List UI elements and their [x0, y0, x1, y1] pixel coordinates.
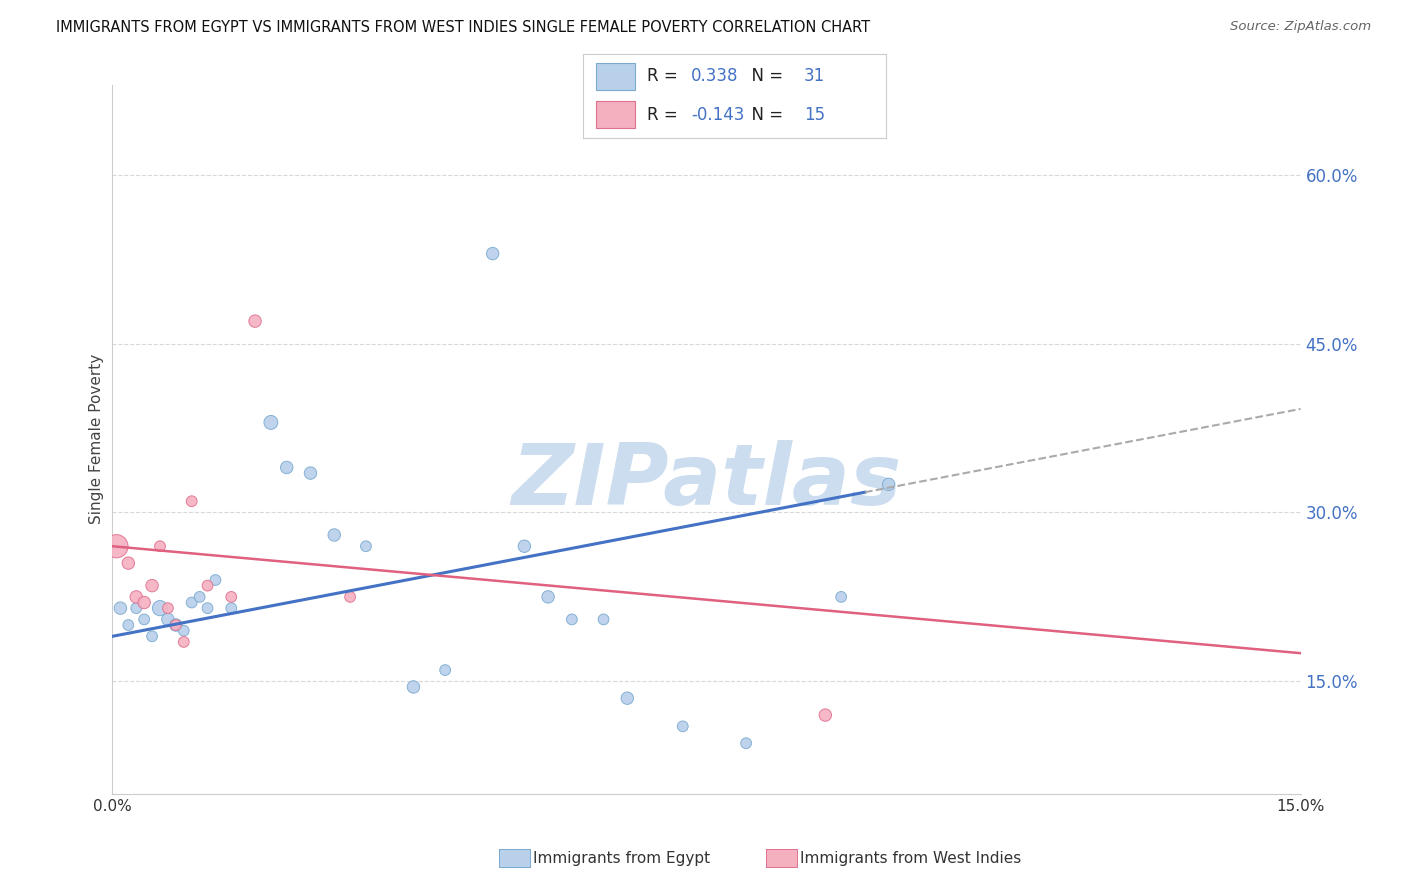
Point	[197, 579, 219, 593]
Text: Source: ZipAtlas.com: Source: ZipAtlas.com	[1230, 20, 1371, 33]
Point	[149, 601, 172, 615]
Point	[156, 601, 179, 615]
Point	[243, 314, 266, 328]
Point	[165, 618, 187, 632]
Text: IMMIGRANTS FROM EGYPT VS IMMIGRANTS FROM WEST INDIES SINGLE FEMALE POVERTY CORRE: IMMIGRANTS FROM EGYPT VS IMMIGRANTS FROM…	[56, 20, 870, 35]
Point	[339, 590, 361, 604]
Point	[219, 590, 242, 604]
Point	[125, 590, 148, 604]
Point	[323, 528, 346, 542]
Point	[561, 612, 583, 626]
Text: -0.143: -0.143	[690, 105, 744, 123]
Point	[117, 618, 139, 632]
Text: 15: 15	[804, 105, 825, 123]
Point	[513, 539, 536, 553]
Text: ZIPatlas: ZIPatlas	[512, 441, 901, 524]
Point	[672, 719, 695, 733]
Text: R =: R =	[647, 68, 683, 86]
Point	[814, 708, 837, 723]
Point	[173, 624, 195, 638]
Point	[165, 618, 187, 632]
Point	[219, 601, 242, 615]
Point	[735, 736, 758, 750]
Point	[537, 590, 560, 604]
Point	[276, 460, 298, 475]
FancyBboxPatch shape	[596, 62, 636, 90]
Text: Immigrants from Egypt: Immigrants from Egypt	[533, 851, 710, 865]
Point	[877, 477, 900, 491]
Point	[180, 595, 202, 609]
Point	[830, 590, 852, 604]
Point	[481, 246, 503, 260]
Text: Immigrants from West Indies: Immigrants from West Indies	[800, 851, 1021, 865]
Point	[354, 539, 377, 553]
Point	[141, 579, 163, 593]
Text: N =: N =	[741, 68, 787, 86]
Point	[402, 680, 425, 694]
Point	[117, 556, 139, 570]
Point	[149, 539, 172, 553]
Point	[188, 590, 211, 604]
Point	[141, 629, 163, 643]
Point	[125, 601, 148, 615]
Y-axis label: Single Female Poverty: Single Female Poverty	[89, 354, 104, 524]
Point	[173, 635, 195, 649]
Point	[197, 601, 219, 615]
Point	[592, 612, 614, 626]
Point	[180, 494, 202, 508]
Point	[110, 601, 132, 615]
Point	[260, 416, 283, 430]
FancyBboxPatch shape	[596, 101, 636, 128]
Point	[616, 691, 638, 706]
Point	[299, 466, 322, 480]
Point	[204, 573, 226, 587]
Point	[134, 595, 156, 609]
Text: 31: 31	[804, 68, 825, 86]
Point	[105, 539, 128, 553]
Point	[134, 612, 156, 626]
Text: 0.338: 0.338	[690, 68, 738, 86]
Text: R =: R =	[647, 105, 683, 123]
Point	[156, 612, 179, 626]
Text: N =: N =	[741, 105, 787, 123]
Point	[434, 663, 457, 677]
